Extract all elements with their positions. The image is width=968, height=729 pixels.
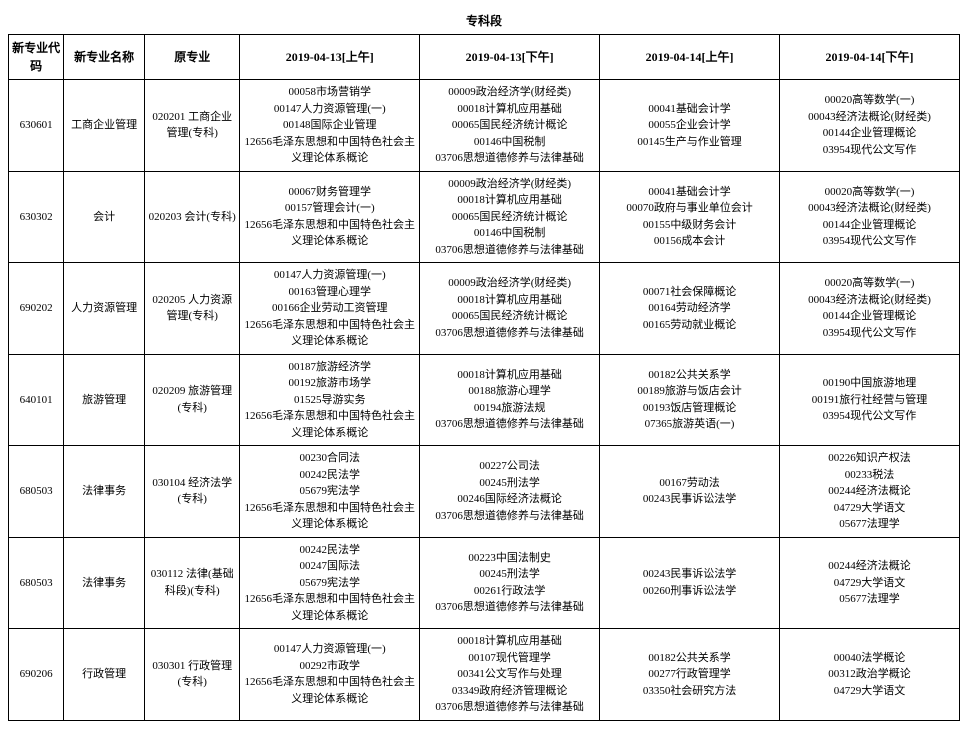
- cell-s2: 00009政治经济学(财经类) 00018计算机应用基础 00065国民经济统计…: [420, 80, 600, 172]
- cell-s1: 00187旅游经济学 00192旅游市场学 01525导游实务 12656毛泽东…: [240, 354, 420, 446]
- cell-s3: 00041基础会计学 00070政府与事业单位会计 00155中级财务会计 00…: [600, 171, 780, 263]
- cell-code: 640101: [9, 354, 64, 446]
- cell-name: 法律事务: [64, 537, 145, 629]
- section-title: 专科段: [9, 8, 960, 35]
- header-name: 新专业名称: [64, 35, 145, 80]
- cell-s1: 00147人力资源管理(一) 00292市政学 12656毛泽东思想和中国特色社…: [240, 629, 420, 721]
- cell-name: 会计: [64, 171, 145, 263]
- table-row: 630302会计020203 会计(专科)00067财务管理学 00157管理会…: [9, 171, 960, 263]
- cell-s2: 00009政治经济学(财经类) 00018计算机应用基础 00065国民经济统计…: [420, 263, 600, 355]
- cell-s4: 00040法学概论 00312政治学概论 04729大学语文: [780, 629, 960, 721]
- cell-s3: 00182公共关系学 00189旅游与饭店会计 00193饭店管理概论 0736…: [600, 354, 780, 446]
- cell-s1: 00058市场营销学 00147人力资源管理(一) 00148国际企业管理 12…: [240, 80, 420, 172]
- table-body: 630601工商企业管理020201 工商企业管理(专科)00058市场营销学 …: [9, 80, 960, 721]
- cell-code: 680503: [9, 537, 64, 629]
- header-session-1: 2019-04-13[上午]: [240, 35, 420, 80]
- table-row: 690206行政管理030301 行政管理(专科)00147人力资源管理(一) …: [9, 629, 960, 721]
- cell-name: 旅游管理: [64, 354, 145, 446]
- table-row: 690202人力资源管理020205 人力资源管理(专科)00147人力资源管理…: [9, 263, 960, 355]
- cell-orig: 020205 人力资源管理(专科): [145, 263, 240, 355]
- cell-s2: 00227公司法 00245刑法学 00246国际经济法概论 03706思想道德…: [420, 446, 600, 538]
- section-title-row: 专科段: [9, 8, 960, 35]
- cell-s4: 00244经济法概论 04729大学语文 05677法理学: [780, 537, 960, 629]
- cell-s2: 00223中国法制史 00245刑法学 00261行政法学 03706思想道德修…: [420, 537, 600, 629]
- cell-orig: 020209 旅游管理(专科): [145, 354, 240, 446]
- cell-orig: 030104 经济法学(专科): [145, 446, 240, 538]
- cell-s2: 00018计算机应用基础 00107现代管理学 00341公文写作与处理 033…: [420, 629, 600, 721]
- cell-code: 630302: [9, 171, 64, 263]
- table-row: 680503法律事务030112 法律(基础科段)(专科)00242民法学 00…: [9, 537, 960, 629]
- header-row: 新专业代码 新专业名称 原专业 2019-04-13[上午] 2019-04-1…: [9, 35, 960, 80]
- cell-code: 690206: [9, 629, 64, 721]
- table-row: 640101旅游管理020209 旅游管理(专科)00187旅游经济学 0019…: [9, 354, 960, 446]
- header-session-3: 2019-04-14[上午]: [600, 35, 780, 80]
- table-row: 630601工商企业管理020201 工商企业管理(专科)00058市场营销学 …: [9, 80, 960, 172]
- cell-s1: 00230合同法 00242民法学 05679宪法学 12656毛泽东思想和中国…: [240, 446, 420, 538]
- cell-name: 行政管理: [64, 629, 145, 721]
- exam-schedule-table: 专科段 新专业代码 新专业名称 原专业 2019-04-13[上午] 2019-…: [8, 8, 960, 721]
- header-orig: 原专业: [145, 35, 240, 80]
- cell-s4: 00226知识产权法 00233税法 00244经济法概论 04729大学语文 …: [780, 446, 960, 538]
- cell-s2: 00009政治经济学(财经类) 00018计算机应用基础 00065国民经济统计…: [420, 171, 600, 263]
- cell-s1: 00067财务管理学 00157管理会计(一) 12656毛泽东思想和中国特色社…: [240, 171, 420, 263]
- cell-s3: 00041基础会计学 00055企业会计学 00145生产与作业管理: [600, 80, 780, 172]
- cell-s3: 00243民事诉讼法学 00260刑事诉讼法学: [600, 537, 780, 629]
- cell-code: 690202: [9, 263, 64, 355]
- cell-code: 680503: [9, 446, 64, 538]
- cell-s3: 00167劳动法 00243民事诉讼法学: [600, 446, 780, 538]
- cell-orig: 020203 会计(专科): [145, 171, 240, 263]
- cell-s4: 00020高等数学(一) 00043经济法概论(财经类) 00144企业管理概论…: [780, 263, 960, 355]
- cell-s4: 00020高等数学(一) 00043经济法概论(财经类) 00144企业管理概论…: [780, 171, 960, 263]
- cell-s4: 00190中国旅游地理 00191旅行社经营与管理 03954现代公文写作: [780, 354, 960, 446]
- cell-s4: 00020高等数学(一) 00043经济法概论(财经类) 00144企业管理概论…: [780, 80, 960, 172]
- cell-orig: 020201 工商企业管理(专科): [145, 80, 240, 172]
- cell-s1: 00242民法学 00247国际法 05679宪法学 12656毛泽东思想和中国…: [240, 537, 420, 629]
- cell-orig: 030112 法律(基础科段)(专科): [145, 537, 240, 629]
- cell-orig: 030301 行政管理(专科): [145, 629, 240, 721]
- cell-s2: 00018计算机应用基础 00188旅游心理学 00194旅游法规 03706思…: [420, 354, 600, 446]
- cell-code: 630601: [9, 80, 64, 172]
- cell-s1: 00147人力资源管理(一) 00163管理心理学 00166企业劳动工资管理 …: [240, 263, 420, 355]
- cell-name: 工商企业管理: [64, 80, 145, 172]
- table-row: 680503法律事务030104 经济法学(专科)00230合同法 00242民…: [9, 446, 960, 538]
- header-session-2: 2019-04-13[下午]: [420, 35, 600, 80]
- cell-s3: 00071社会保障概论 00164劳动经济学 00165劳动就业概论: [600, 263, 780, 355]
- cell-s3: 00182公共关系学 00277行政管理学 03350社会研究方法: [600, 629, 780, 721]
- header-code: 新专业代码: [9, 35, 64, 80]
- cell-name: 人力资源管理: [64, 263, 145, 355]
- header-session-4: 2019-04-14[下午]: [780, 35, 960, 80]
- cell-name: 法律事务: [64, 446, 145, 538]
